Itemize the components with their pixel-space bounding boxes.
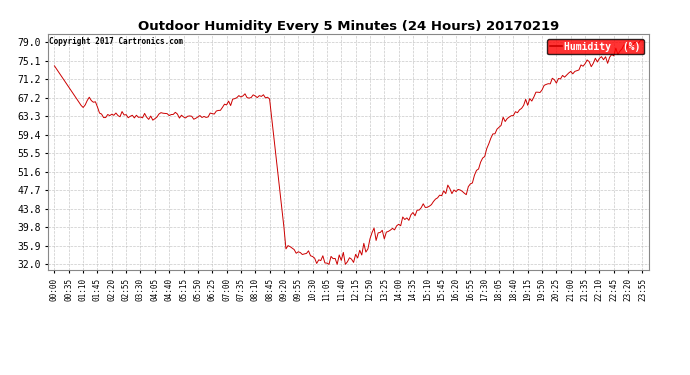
Title: Outdoor Humidity Every 5 Minutes (24 Hours) 20170219: Outdoor Humidity Every 5 Minutes (24 Hou… [138, 20, 559, 33]
Legend: Humidity  (%): Humidity (%) [547, 39, 644, 54]
Text: Copyright 2017 Cartronics.com: Copyright 2017 Cartronics.com [49, 37, 183, 46]
